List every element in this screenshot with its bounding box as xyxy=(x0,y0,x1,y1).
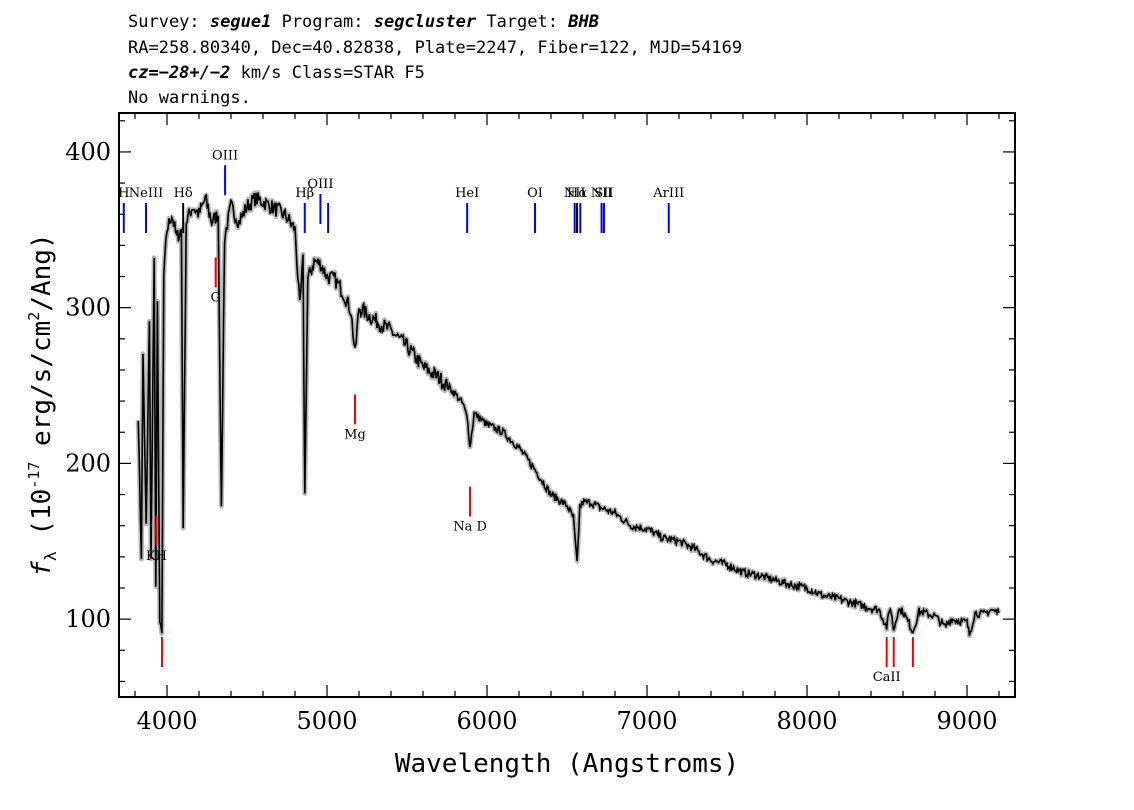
cz-value: cz=−28+/−2 xyxy=(128,63,231,83)
y-axis-label: fλ (10-17 erg/s/cm2/Ang) xyxy=(25,233,60,576)
header-line-4: No warnings. xyxy=(128,88,251,108)
survey-label: Survey: xyxy=(128,12,200,32)
x-tick-label: 8000 xyxy=(776,707,837,735)
spectral-line-label: NII xyxy=(564,186,586,201)
class-text: km/s Class=STAR F5 xyxy=(230,63,425,83)
plot-frame xyxy=(118,112,1016,698)
x-axis-label: Wavelength (Angstroms) xyxy=(395,749,739,779)
spectral-line-label: Hα xyxy=(567,186,587,201)
x-tick-label: 6000 xyxy=(456,707,517,735)
spectrum-series xyxy=(135,190,1002,639)
header-line-3: cz=−28+/−2 km/s Class=STAR F5 xyxy=(128,63,425,83)
spectral-line-label: Mg xyxy=(344,427,366,442)
spectral-line-label: OI xyxy=(527,186,543,201)
target-label: Target: xyxy=(486,12,558,32)
spectral-line-label: Hβ xyxy=(295,186,314,201)
y-tick-label: 100 xyxy=(65,605,111,633)
spectral-line-label: KH xyxy=(146,549,167,564)
target-value: BHB xyxy=(568,12,599,32)
spectral-line-label: NII xyxy=(591,186,613,201)
x-tick-label: 7000 xyxy=(616,707,677,735)
spectral-line-label: H xyxy=(118,186,129,201)
spectral-line-label: Na D xyxy=(453,520,487,535)
header-line-1: Survey: segue1 Program: segcluster Targe… xyxy=(128,12,599,32)
spectral-line-label: NeIII xyxy=(129,186,163,201)
spectral-line-label: G xyxy=(210,290,220,305)
spectral-line-label: OIII xyxy=(307,177,333,192)
x-tick-label: 4000 xyxy=(136,707,197,735)
y-tick-label: 300 xyxy=(65,294,111,322)
program-value: segcluster xyxy=(373,12,477,32)
spectral-line-label: HeI xyxy=(455,186,479,201)
spectral-line-label: ArIII xyxy=(652,186,684,201)
y-tick-label: 400 xyxy=(65,138,111,166)
spectral-line-label: CaII xyxy=(873,670,901,685)
spectral-line-label: Hδ xyxy=(174,186,193,201)
y-tick-label: 200 xyxy=(65,449,111,477)
error-band xyxy=(135,190,1002,639)
tick-labels: 4000 5000 6000 7000 8000 9000 100 200 300 400 xyxy=(65,138,997,735)
survey-value: segue1 xyxy=(209,12,272,32)
spectral-line-label: SII xyxy=(594,186,613,201)
program-label: Program: xyxy=(281,12,364,32)
header-line-2: RA=258.80340, Dec=40.82838, Plate=2247, … xyxy=(128,38,743,58)
flux-line xyxy=(137,192,1000,636)
spectral-line-label: OIII xyxy=(212,148,238,163)
x-tick-label: 9000 xyxy=(936,707,997,735)
x-tick-label: 5000 xyxy=(296,707,357,735)
